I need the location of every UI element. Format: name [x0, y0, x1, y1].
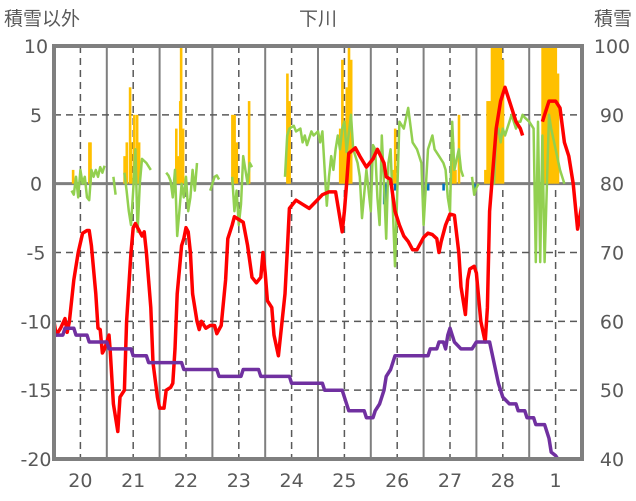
series-lines: [52, 85, 584, 461]
precip-bar: [338, 128, 342, 184]
precip-bar: [181, 128, 185, 184]
right-tick-label: 90: [600, 105, 624, 127]
green-line: [230, 154, 254, 227]
bars: [71, 46, 560, 205]
precip-bar: [488, 101, 492, 184]
chart-title: 下川: [299, 8, 337, 30]
right-tick-label: 40: [600, 449, 624, 471]
green-line: [490, 113, 566, 264]
precip-bar: [486, 101, 489, 184]
green-line: [112, 176, 117, 195]
precip-bar: [176, 156, 180, 184]
temperature-line: [52, 85, 525, 434]
precip-bar: [125, 142, 129, 184]
right-tick-label: 60: [600, 311, 624, 333]
x-tick-label: 23: [227, 470, 251, 492]
precip-bar: [128, 87, 132, 184]
temperature-line: [540, 99, 584, 231]
x-tick-label: 1: [550, 470, 562, 492]
precip-bar: [490, 46, 494, 184]
green-line: [470, 176, 480, 196]
tick-labels: 20 21 22 23 24 25 26 27 28 11050-5-10-15-20100908…: [20, 36, 630, 492]
precip-bar: [343, 128, 346, 184]
precip-bar: [175, 128, 178, 184]
left-axis-title: 積雪以外: [4, 8, 80, 30]
precip-bar: [288, 101, 291, 184]
right-tick-label: 50: [600, 380, 624, 402]
left-tick-label: -10: [20, 311, 51, 333]
right-tick-label: 100: [594, 36, 630, 58]
precip-bar: [89, 142, 92, 184]
snow-depth-line: [54, 326, 582, 461]
left-tick-label: 10: [24, 36, 48, 58]
negative-bar: [393, 183, 397, 191]
precip-bar: [71, 169, 75, 184]
precip-bar: [247, 101, 251, 184]
precip-bar: [484, 169, 487, 184]
x-tick-label: 26: [385, 470, 409, 492]
x-tick-label: 22: [174, 470, 198, 492]
precip-bar: [545, 46, 549, 184]
precip-bar: [286, 73, 289, 184]
left-tick-label: -15: [20, 380, 51, 402]
gridlines: [54, 46, 582, 459]
precip-bar: [391, 169, 395, 184]
green-line: [209, 174, 221, 191]
precip-bar: [347, 46, 351, 184]
precip-bar: [492, 46, 496, 184]
right-tick-label: 70: [600, 243, 624, 265]
precip-bar: [135, 114, 139, 184]
left-tick-label: -20: [20, 449, 51, 471]
left-tick-label: 0: [30, 174, 42, 196]
precip-bar: [345, 87, 349, 184]
left-tick-label: -5: [27, 243, 46, 265]
green-line: [70, 165, 106, 202]
right-axis-title: 積雪: [594, 8, 632, 30]
precip-bar: [501, 59, 505, 184]
precip-bar: [341, 59, 344, 184]
precip-bar: [123, 156, 126, 184]
x-tick-label: 27: [438, 470, 462, 492]
x-tick-label: 24: [280, 470, 304, 492]
left-tick-label: 5: [30, 105, 42, 127]
precip-bar: [541, 46, 544, 184]
precip-bar: [137, 142, 141, 184]
precip-bar: [556, 73, 560, 184]
negative-bar: [442, 183, 445, 191]
x-tick-label: 21: [121, 470, 145, 492]
x-tick-label: 25: [332, 470, 356, 492]
precip-bar: [552, 46, 555, 184]
precip-bar: [235, 142, 239, 184]
precip-bar: [554, 46, 558, 184]
precip-bar: [454, 169, 457, 184]
x-tick-label: 28: [491, 470, 515, 492]
precip-bar: [550, 46, 553, 184]
green-line: [123, 148, 152, 234]
precip-bar: [393, 128, 397, 184]
precip-bar: [233, 114, 236, 184]
right-tick-label: 80: [600, 174, 624, 196]
negative-bar: [426, 183, 430, 191]
plot-border: [52, 44, 584, 461]
green-line: [283, 106, 465, 268]
precip-bar: [231, 114, 234, 184]
precip-bar: [495, 46, 498, 184]
green-line: [165, 162, 199, 238]
x-tick-label: 20: [68, 470, 92, 492]
precip-bar: [179, 46, 183, 184]
precip-bar: [129, 142, 133, 184]
precip-bar: [499, 46, 503, 184]
